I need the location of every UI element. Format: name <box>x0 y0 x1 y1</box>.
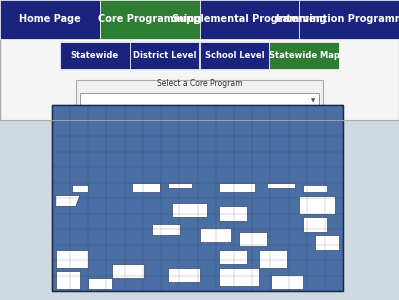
Bar <box>0 120 399 300</box>
Text: ▼: ▼ <box>311 99 315 104</box>
Bar <box>52 105 343 291</box>
Bar <box>130 42 200 69</box>
Text: Select a Core Program: Select a Core Program <box>157 80 242 88</box>
Bar <box>80 93 319 110</box>
Polygon shape <box>267 183 295 188</box>
Polygon shape <box>132 183 160 192</box>
Text: District Level: District Level <box>133 51 196 60</box>
Text: Statewide: Statewide <box>71 51 119 60</box>
Polygon shape <box>239 232 267 246</box>
Bar <box>100 0 200 39</box>
Bar <box>0 0 100 39</box>
Bar <box>200 0 299 39</box>
Polygon shape <box>152 224 180 235</box>
Polygon shape <box>168 183 192 188</box>
Polygon shape <box>219 250 247 264</box>
Text: School Level: School Level <box>205 51 264 60</box>
Bar <box>200 42 269 69</box>
Bar <box>76 80 323 114</box>
Polygon shape <box>303 217 327 232</box>
Text: Supplemental Programming: Supplemental Programming <box>172 14 327 25</box>
Bar <box>60 42 130 69</box>
Polygon shape <box>219 183 255 192</box>
Polygon shape <box>303 185 327 192</box>
Polygon shape <box>271 275 303 289</box>
Polygon shape <box>259 250 287 268</box>
Polygon shape <box>168 268 200 282</box>
Text: Core Programming: Core Programming <box>98 14 201 25</box>
Text: Intervention Programming: Intervention Programming <box>276 14 399 25</box>
Polygon shape <box>200 228 231 242</box>
Polygon shape <box>56 271 80 289</box>
Polygon shape <box>72 185 88 192</box>
Polygon shape <box>56 196 80 206</box>
Bar <box>269 42 339 69</box>
Bar <box>52 105 343 291</box>
Polygon shape <box>299 196 335 214</box>
Polygon shape <box>56 250 88 268</box>
Text: Statewide Map: Statewide Map <box>269 51 340 60</box>
Polygon shape <box>219 268 259 286</box>
Text: Home Page: Home Page <box>19 14 81 25</box>
Polygon shape <box>315 235 339 250</box>
Polygon shape <box>88 278 112 289</box>
Polygon shape <box>172 203 207 217</box>
Polygon shape <box>112 264 144 278</box>
Polygon shape <box>219 206 247 221</box>
Bar <box>299 0 399 39</box>
